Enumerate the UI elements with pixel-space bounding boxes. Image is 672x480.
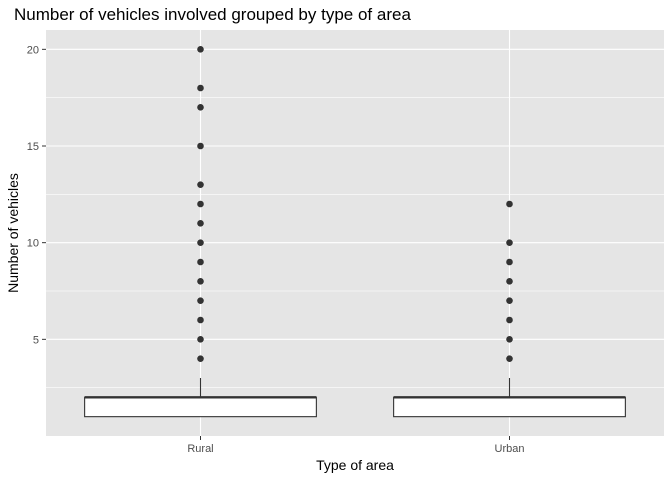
- outlier-point: [506, 278, 513, 285]
- boxes: [84, 46, 626, 418]
- box-body: [393, 396, 626, 418]
- outlier-point: [197, 278, 204, 285]
- box-rural: [84, 46, 317, 418]
- outlier-point: [197, 258, 204, 266]
- minor-gridlines: [46, 97, 664, 388]
- outlier-point: [197, 200, 204, 208]
- outlier-point: [197, 316, 204, 324]
- x-axis: Rural Urban: [187, 436, 524, 455]
- x-axis-title: Type of area: [316, 457, 394, 473]
- y-tick-label: 20: [27, 44, 39, 56]
- outlier-point: [197, 46, 204, 53]
- y-axis-title: Number of vehicles: [5, 173, 21, 293]
- outlier-point: [506, 316, 513, 324]
- outlier-point: [197, 104, 204, 111]
- y-axis: 5 10 15 20: [27, 44, 46, 346]
- outlier-point: [506, 355, 513, 362]
- outlier-point: [506, 297, 513, 304]
- outlier-point: [197, 220, 204, 227]
- outlier-point: [506, 258, 513, 266]
- y-tick-label: 15: [27, 141, 39, 153]
- outlier-point: [506, 239, 513, 246]
- outlier-point: [197, 181, 204, 188]
- outlier-point: [197, 142, 204, 150]
- outlier-point: [197, 297, 204, 304]
- outlier-point: [197, 336, 204, 343]
- outlier-point: [506, 200, 513, 208]
- outlier-point: [197, 84, 204, 92]
- chart-title: Number of vehicles involved grouped by t…: [14, 5, 411, 24]
- x-tick-label: Rural: [187, 443, 213, 455]
- major-gridlines: [46, 30, 664, 436]
- y-tick-label: 10: [27, 238, 39, 250]
- box-urban: [393, 200, 626, 418]
- box-body: [84, 396, 317, 418]
- x-tick-label: Urban: [495, 443, 525, 455]
- outlier-point: [197, 355, 204, 362]
- plot-panel: [46, 30, 664, 436]
- outlier-point: [506, 336, 513, 343]
- y-tick-label: 5: [33, 334, 39, 346]
- outlier-point: [197, 239, 204, 246]
